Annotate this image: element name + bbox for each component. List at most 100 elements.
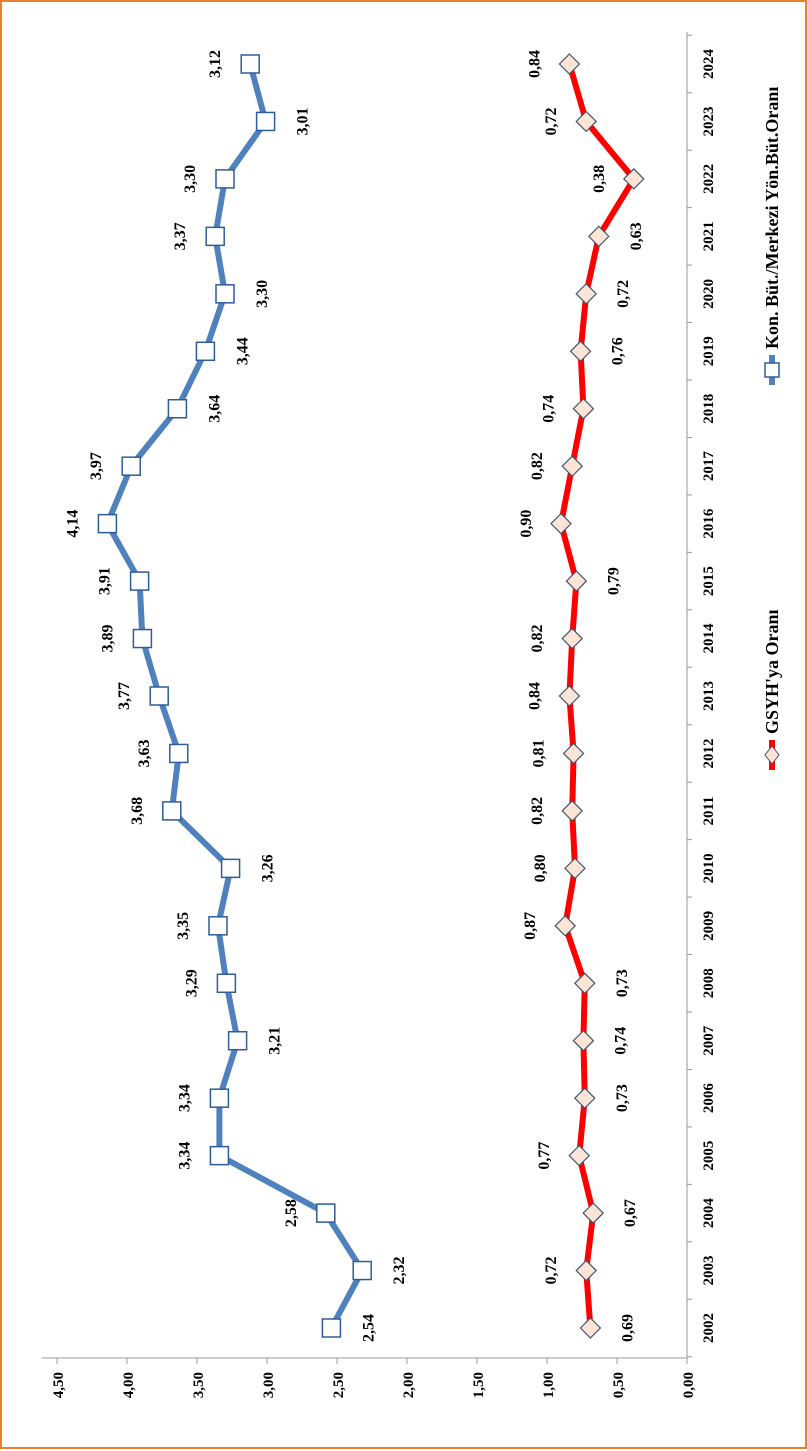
category-tick-label: 2008 <box>701 968 717 998</box>
data-label: 3,37 <box>172 222 189 250</box>
data-label: 3,30 <box>254 280 271 308</box>
category-tick-label: 2021 <box>701 221 717 251</box>
data-label: 3,89 <box>99 625 116 653</box>
category-tick-label: 2012 <box>701 738 717 768</box>
data-label: 0,72 <box>543 1257 560 1285</box>
category-tick-label: 2023 <box>701 106 717 136</box>
data-point <box>227 1030 248 1051</box>
data-label: 3,64 <box>206 395 223 423</box>
data-label: 3,30 <box>182 165 199 193</box>
data-label: 3,01 <box>295 107 312 135</box>
data-point <box>195 341 216 362</box>
data-point <box>562 742 585 765</box>
data-point <box>220 858 241 879</box>
category-tick-label: 2005 <box>701 1141 717 1171</box>
data-label: 2,58 <box>283 1199 300 1227</box>
value-tick-label: 3,50 <box>191 1372 207 1398</box>
legend-swatch-marker <box>764 745 780 765</box>
series-layer <box>97 53 645 1339</box>
data-point <box>132 628 153 649</box>
data-label: 0,90 <box>518 510 535 538</box>
legend: GSYH'ya Oranı Kon. Büt./Merkezi Yön.Büt.O… <box>762 87 782 770</box>
data-label: 0,82 <box>529 452 546 480</box>
data-point <box>316 1203 336 1223</box>
category-tick-label: 2007 <box>701 1025 717 1056</box>
data-point <box>565 570 588 592</box>
data-point <box>573 1087 596 1110</box>
value-tick-label: 0,50 <box>611 1372 627 1398</box>
data-label: 0,84 <box>526 682 543 710</box>
data-label: 3,12 <box>207 50 224 78</box>
data-label: 0,72 <box>543 107 560 135</box>
data-point <box>575 110 598 133</box>
data-point <box>569 340 592 363</box>
data-point <box>558 685 581 707</box>
data-point <box>568 1144 591 1167</box>
value-tick-label: 3,00 <box>261 1372 277 1398</box>
data-label: 3,77 <box>116 682 133 710</box>
data-point <box>564 857 586 880</box>
data-point <box>321 1318 342 1338</box>
data-point <box>561 800 584 822</box>
data-label: 0,63 <box>628 222 645 250</box>
value-tick-label: 2,00 <box>401 1372 417 1398</box>
data-label: 0,84 <box>526 50 543 78</box>
value-tick-label: 1,00 <box>541 1372 557 1398</box>
data-point <box>149 686 169 706</box>
data-point <box>205 226 225 247</box>
data-label: 3,68 <box>129 797 146 825</box>
value-tick-label: 0,00 <box>681 1372 697 1398</box>
category-tick-label: 2004 <box>701 1198 717 1229</box>
data-label: 0,73 <box>614 969 631 997</box>
category-tick-label: 2019 <box>701 336 717 366</box>
data-label: 3,63 <box>136 739 153 767</box>
data-label: 0,82 <box>529 797 546 825</box>
data-label: 0,74 <box>540 395 557 423</box>
series-kon-but-ratio <box>97 54 372 1338</box>
data-point <box>208 916 228 936</box>
data-label: 3,97 <box>88 452 105 480</box>
legend-label: Kon. Büt./Merkezi Yön.Büt.Oranı <box>762 87 782 349</box>
legend-item-kon-but-ratio: Kon. Büt./Merkezi Yön.Büt.Oranı <box>762 87 782 385</box>
category-tick-label: 2013 <box>701 681 717 711</box>
category-tick-label: 2016 <box>701 508 717 539</box>
data-point <box>554 914 577 937</box>
category-tick-label: 2017 <box>701 451 717 482</box>
legend-swatch-marker <box>764 362 780 378</box>
legend-label: GSYH'ya Oranı <box>762 609 782 734</box>
data-label: 0,38 <box>591 165 608 193</box>
data-label: 0,67 <box>622 1199 639 1227</box>
data-label: 2,54 <box>360 1314 377 1342</box>
data-point <box>550 512 572 535</box>
data-point <box>215 284 235 304</box>
axes-layer: 0,00 0,50 1,00 1,50 2,00 2,50 3,00 3,50 4,00 4,50… <box>42 32 717 1398</box>
data-point <box>215 169 235 189</box>
value-tick-label: 2,50 <box>331 1372 347 1398</box>
data-label: 0,87 <box>522 912 539 940</box>
data-point <box>561 455 584 478</box>
category-tick-label: 2010 <box>701 853 717 883</box>
data-point <box>572 397 595 420</box>
data-point <box>169 743 189 764</box>
data-point <box>572 1029 595 1052</box>
labels-layer: 0,69 0,72 0,67 0,77 0,73 0,74 0,73 0,87 0,80 0,82… <box>64 50 644 1342</box>
data-label: 3,34 <box>176 1084 193 1112</box>
data-point <box>558 53 581 75</box>
value-tick-label: 4,50 <box>51 1372 67 1398</box>
data-point <box>575 1259 598 1282</box>
data-point <box>561 627 584 650</box>
data-label: 0,73 <box>614 1084 631 1112</box>
data-label: 0,76 <box>610 337 627 365</box>
legend-item-gsyh-ratio: GSYH'ya Oranı <box>762 609 782 770</box>
data-point <box>622 168 645 190</box>
data-point <box>573 972 596 995</box>
data-label: 3,91 <box>97 567 114 595</box>
data-label: 4,14 <box>64 510 81 538</box>
data-label: 3,21 <box>267 1027 284 1055</box>
data-point <box>216 973 237 994</box>
data-point <box>121 456 141 476</box>
category-tick-label: 2003 <box>701 1256 717 1286</box>
series-line <box>104 61 366 1331</box>
data-point <box>587 225 610 248</box>
